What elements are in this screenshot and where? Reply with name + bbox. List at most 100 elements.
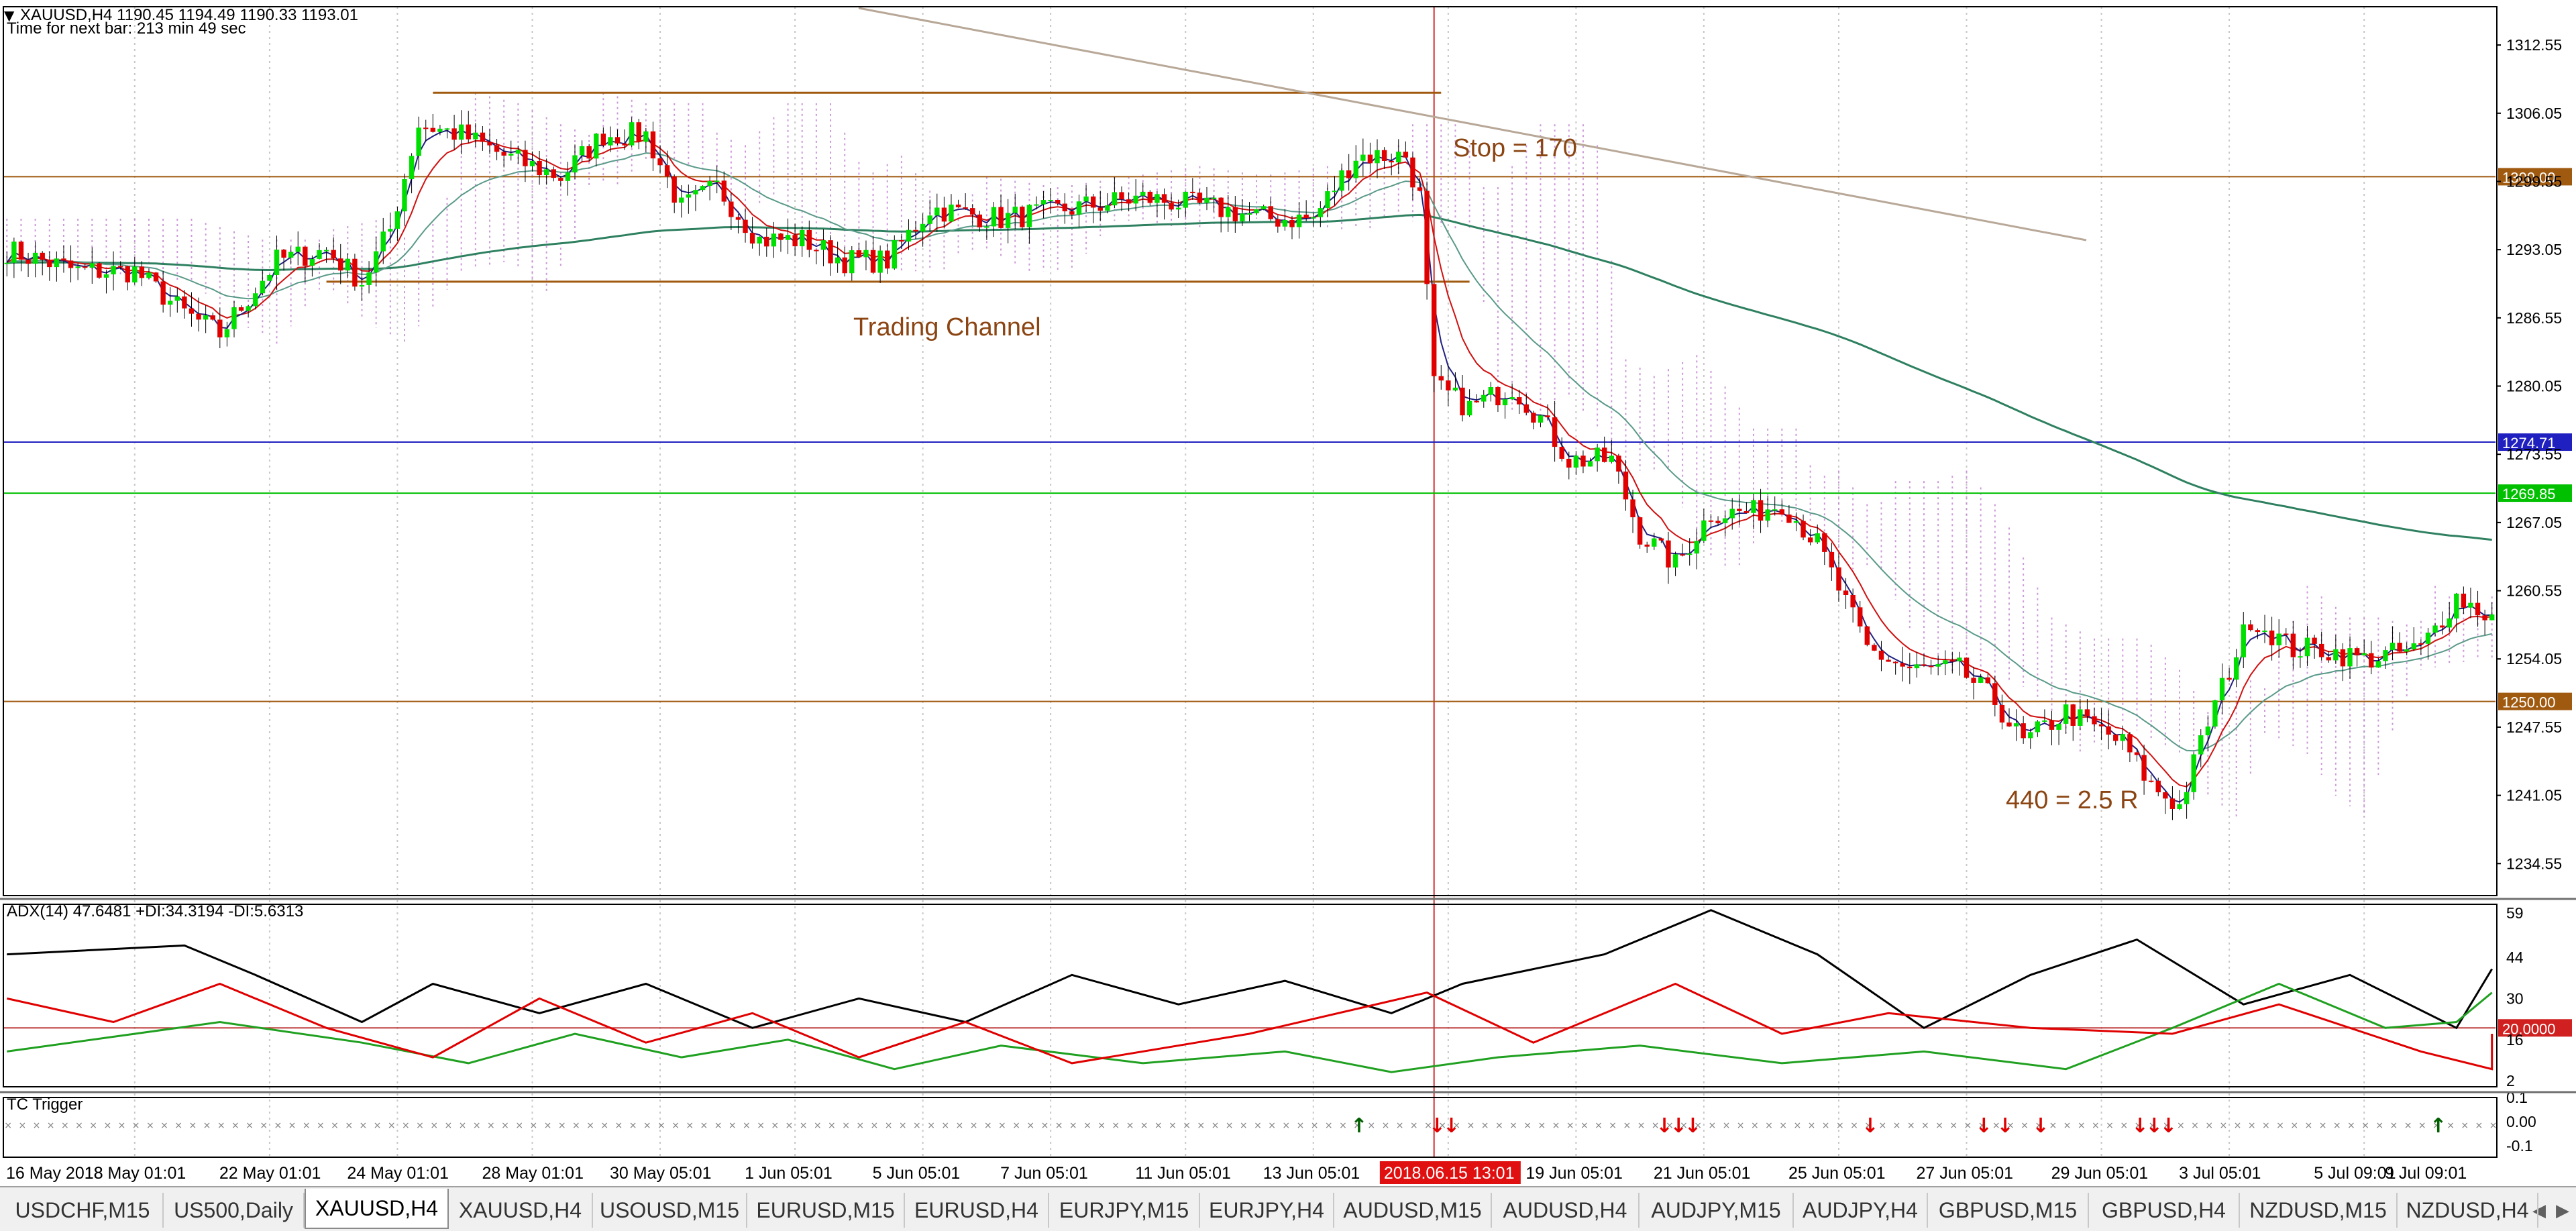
tc-marker: × (160, 1120, 168, 1131)
price-tick-label: 1241.05 (2506, 787, 2562, 804)
candlesticks (4, 110, 2495, 820)
tab-audjpy-h4[interactable]: AUDJPY,H4 (1794, 1193, 1928, 1228)
target-annotation[interactable]: 440 = 2.5 R (2006, 786, 2139, 814)
tc-marker: × (1992, 1120, 2000, 1131)
trend-line[interactable] (858, 7, 2087, 242)
adx-tick-label: 2 (2506, 1072, 2515, 1089)
tc-marker: × (1836, 1120, 1844, 1131)
candle-body (1367, 154, 1373, 164)
candle-body (1801, 521, 1806, 538)
adx-series-adx (7, 909, 2493, 1030)
candle-body (1495, 386, 1501, 406)
candle-body (2340, 649, 2346, 667)
tab-eurjpy-m15[interactable]: EURJPY,M15 (1049, 1193, 1200, 1228)
candle-body (764, 236, 769, 247)
tab-gbpusd-m15[interactable]: GBPUSD,M15 (1928, 1193, 2089, 1228)
trading-channel-lines[interactable] (326, 91, 1470, 283)
tab-eurusd-h4[interactable]: EURUSD,H4 (905, 1193, 1049, 1228)
candle-body (2425, 632, 2431, 644)
tab-audusd-m15[interactable]: AUDUSD,M15 (1334, 1193, 1492, 1228)
tc-down-arrow-icon: ↓ (1862, 1114, 1878, 1138)
tc-marker: × (842, 1120, 850, 1131)
horizontal-levels[interactable]: 1300.00 1274.71 1269.85 1250.00 (3, 168, 2572, 711)
candle-body (1822, 533, 1827, 552)
tc-marker: × (132, 1120, 140, 1131)
candle-body (1743, 511, 1750, 513)
price-axis[interactable]: 1312.55 1306.05 1299.55 1293.05 1286.55 1280.… (2497, 36, 2562, 872)
candle-body (558, 178, 564, 181)
tab-scroll-left-icon[interactable]: ◀ (2532, 1200, 2546, 1220)
chart-area[interactable]: 1300.00 1274.71 1269.85 1250.00 Stop = 170 … (0, 0, 2576, 1186)
tc-marker: × (1893, 1120, 1901, 1131)
tab-audusd-h4[interactable]: AUDUSD,H4 (1492, 1193, 1640, 1228)
candle-body (920, 223, 926, 232)
candle-body (1040, 200, 1046, 205)
candle-body (1360, 154, 1366, 161)
tab-nzdusd-h4[interactable]: NZDUSD,H4 (2398, 1193, 2538, 1228)
tab-us500-daily[interactable]: US500,Daily (164, 1193, 305, 1228)
tab-eurjpy-h4[interactable]: EURJPY,H4 (1200, 1193, 1334, 1228)
candle-body (2284, 633, 2289, 635)
collapse-arrow-icon[interactable]: ▼ (4, 7, 15, 23)
candle-body (2098, 724, 2104, 727)
stop-annotation[interactable]: Stop = 170 (1453, 134, 1577, 162)
tc-marker: × (956, 1120, 964, 1131)
tab-eurusd-m15[interactable]: EURUSD,M15 (747, 1193, 905, 1228)
channel-annotation[interactable]: Trading Channel (853, 313, 1041, 341)
candle-body (686, 194, 692, 198)
candle-body (870, 250, 876, 273)
candle-body (629, 122, 635, 146)
candle-body (1282, 219, 1288, 227)
candle-body (2439, 625, 2445, 628)
candle-body (1758, 500, 1764, 521)
candle-body (2127, 734, 2133, 753)
tc-marker: × (174, 1120, 182, 1131)
tab-usousd-m15[interactable]: USOUSD,M15 (593, 1193, 747, 1228)
tc-marker: × (984, 1120, 992, 1131)
candle-body (1119, 192, 1124, 200)
candle-body (2269, 630, 2275, 645)
candle-body (1886, 659, 1891, 662)
tc-marker: × (2163, 1120, 2171, 1131)
tc-marker: × (2447, 1120, 2455, 1131)
candle-body (61, 258, 66, 261)
candle-body (1318, 208, 1324, 217)
price-tick-label: 1273.55 (2506, 445, 2562, 463)
tab-usdchf-m15[interactable]: USDCHF,M15 (3, 1193, 164, 1228)
tc-marker: × (1864, 1120, 1872, 1131)
tab-audjpy-m15[interactable]: AUDJPY,M15 (1640, 1193, 1794, 1228)
tab-xauusd-h4[interactable]: XAUUSD,H4 (305, 1189, 449, 1229)
price-level-tag (2498, 168, 2572, 186)
time-tick-label: 24 May 01:01 (347, 1164, 449, 1183)
tc-marker: × (2220, 1120, 2228, 1131)
candle-body (146, 272, 152, 278)
tab-gbpusd-h4[interactable]: GBPUSD,H4 (2089, 1193, 2240, 1228)
price-level-tag (2498, 484, 2572, 502)
candle-body (1623, 471, 1629, 500)
tc-up-arrow-icon: ↑ (2430, 1114, 2447, 1138)
candle-body (1090, 196, 1096, 208)
adx-tick-label: 44 (2506, 949, 2524, 966)
candle-body (600, 133, 606, 146)
candle-body (139, 266, 145, 278)
candle-body (253, 293, 258, 307)
tc-marker: × (1580, 1120, 1589, 1131)
candle-body (2177, 804, 2182, 809)
tc-marker: × (2418, 1120, 2426, 1131)
tab-xauusd-h4[interactable]: XAUUSD,H4 (449, 1193, 593, 1228)
tc-marker: × (1424, 1120, 1432, 1131)
tc-marker: × (729, 1120, 737, 1131)
candle-body (572, 155, 578, 173)
candle-body (2169, 798, 2176, 809)
tc-marker: × (1325, 1120, 1333, 1131)
candle-body (466, 124, 471, 140)
candle-body (168, 301, 173, 305)
tab-scroll-right-icon[interactable]: ▶ (2556, 1200, 2569, 1220)
adx-series-plusdi (7, 982, 2493, 1073)
tab-nzdusd-m15[interactable]: NZDUSD,M15 (2240, 1193, 2398, 1228)
tc-marker: × (2035, 1120, 2043, 1131)
candle-body (2120, 734, 2126, 741)
candle-body (1630, 499, 1635, 518)
time-tick-label: 11 Jun 05:01 (1135, 1164, 1231, 1183)
